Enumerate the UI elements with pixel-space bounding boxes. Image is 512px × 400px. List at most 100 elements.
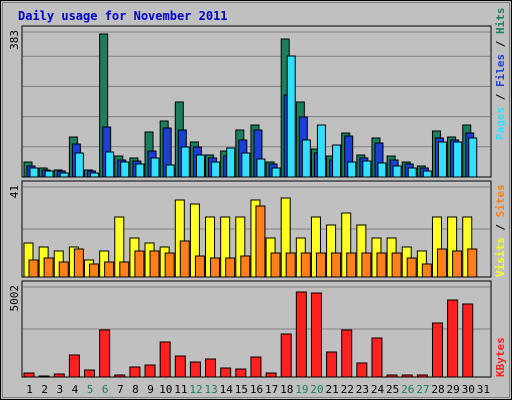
bar-kbytes-20	[310, 292, 322, 378]
bar-sites-25	[391, 252, 402, 278]
bar-pages-18	[286, 55, 296, 178]
bar-pages-9	[150, 157, 160, 178]
x-tick-label-29: 29	[447, 383, 460, 396]
x-tick-label-30: 30	[462, 383, 475, 396]
bar-pages-26	[407, 167, 417, 178]
bar-kbytes-18	[280, 333, 292, 378]
bar-pages-2	[44, 170, 54, 178]
bar-kbytes-28	[431, 322, 443, 378]
bar-sites-23	[361, 252, 372, 278]
bar-sites-18	[285, 252, 296, 278]
bar-sites-5	[89, 263, 100, 278]
bar-kbytes-4	[68, 354, 80, 378]
bar-pages-3	[59, 172, 69, 178]
legend-item-visits: Visits	[494, 237, 507, 277]
x-tick-label-14: 14	[220, 383, 234, 396]
bar-sites-20	[315, 252, 326, 278]
bar-kbytes-8	[129, 366, 141, 378]
bar-pages-30	[468, 137, 478, 178]
bar-sites-15	[240, 255, 251, 278]
legend-separator: /	[494, 217, 507, 237]
legend-item-hits: Hits	[494, 8, 507, 35]
bar-sites-3	[58, 261, 69, 278]
bar-kbytes-19	[295, 291, 307, 378]
x-tick-label-6: 6	[102, 383, 109, 396]
panel-visits_sites: 41 Visits / Sites	[8, 180, 507, 278]
bar-pages-24	[377, 162, 387, 178]
bar-pages-4	[74, 152, 84, 178]
bar-sites-30	[467, 248, 478, 278]
x-tick-label-16: 16	[250, 383, 263, 396]
bar-kbytes-10	[159, 341, 171, 378]
bar-sites-24	[376, 252, 387, 278]
bar-pages-13	[211, 161, 221, 178]
x-tick-label-12: 12	[189, 383, 202, 396]
bar-sites-8	[134, 250, 145, 278]
bar-sites-13	[210, 257, 221, 278]
bar-kbytes-11	[174, 355, 186, 378]
bar-pages-12	[195, 154, 205, 178]
x-tick-label-25: 25	[386, 383, 399, 396]
bar-sites-6	[104, 261, 115, 278]
x-tick-label-31: 31	[477, 383, 490, 396]
series-kbytes	[23, 291, 474, 378]
bar-kbytes-23	[356, 362, 368, 378]
x-tick-label-24: 24	[371, 383, 385, 396]
bar-pages-22	[347, 161, 357, 178]
bar-kbytes-3	[53, 373, 65, 378]
bar-pages-15	[241, 152, 251, 178]
bar-sites-9	[149, 250, 160, 278]
legend-item-kbytes: KBytes	[494, 337, 507, 377]
bar-sites-29	[452, 250, 463, 278]
x-tick-label-28: 28	[431, 383, 444, 396]
bar-kbytes-21	[326, 351, 338, 378]
bar-pages-8	[135, 163, 145, 178]
legend: KBytes	[494, 337, 507, 377]
bar-kbytes-13	[205, 358, 217, 378]
bar-kbytes-5	[84, 369, 96, 378]
legend: Visits / Sites	[494, 184, 507, 277]
bar-sites-22	[346, 252, 357, 278]
panel-pages_files_hits: 383 Pages / Files / Hits	[8, 8, 507, 178]
x-tick-label-11: 11	[174, 383, 187, 396]
bar-pages-21	[332, 144, 342, 178]
x-tick-label-3: 3	[57, 383, 64, 396]
bar-kbytes-29	[447, 299, 459, 378]
bar-sites-28	[436, 248, 447, 278]
bar-sites-10	[164, 252, 175, 278]
bar-pages-14	[226, 147, 236, 178]
bar-pages-23	[362, 160, 372, 178]
legend: Pages / Files / Hits	[494, 8, 507, 141]
bar-pages-16	[256, 158, 266, 178]
bar-sites-17	[270, 252, 281, 278]
bar-sites-19	[300, 252, 311, 278]
bar-kbytes-6	[99, 329, 111, 378]
bar-sites-2	[43, 257, 54, 278]
bar-pages-7	[120, 161, 130, 178]
bar-pages-20	[316, 124, 326, 178]
bar-kbytes-25	[386, 374, 398, 378]
bar-sites-26	[406, 257, 417, 278]
bar-pages-25	[392, 165, 402, 178]
x-tick-label-1: 1	[26, 383, 33, 396]
bar-pages-1	[29, 167, 39, 178]
y-max-label: 5002	[8, 285, 21, 312]
x-tick-label-5: 5	[87, 383, 94, 396]
legend-item-sites: Sites	[494, 184, 507, 217]
bar-kbytes-22	[341, 329, 353, 378]
bar-kbytes-17	[265, 372, 277, 378]
legend-separator: /	[494, 87, 507, 107]
bar-kbytes-30	[462, 303, 474, 378]
x-tick-label-20: 20	[310, 383, 323, 396]
bar-sites-27	[421, 263, 432, 278]
x-tick-label-18: 18	[280, 383, 293, 396]
legend-separator: /	[494, 34, 507, 54]
x-tick-label-7: 7	[117, 383, 124, 396]
bar-pages-28	[437, 141, 447, 178]
bar-sites-1	[28, 259, 39, 278]
x-tick-label-9: 9	[147, 383, 154, 396]
x-tick-label-2: 2	[41, 383, 48, 396]
bar-kbytes-7	[114, 374, 126, 378]
bar-sites-11	[179, 240, 190, 278]
